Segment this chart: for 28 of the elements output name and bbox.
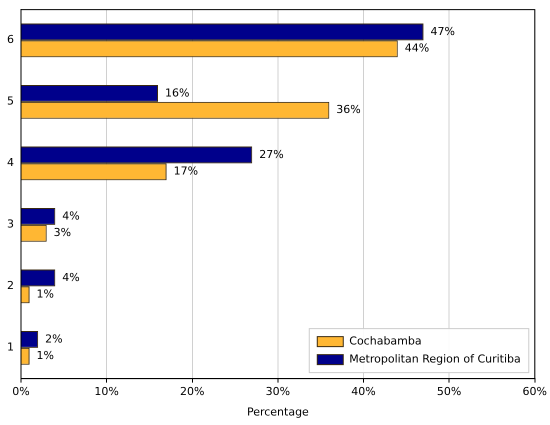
y-tick-label: 5: [7, 94, 14, 108]
y-tick-label: 6: [7, 33, 14, 46]
data-label: 1%: [36, 349, 54, 362]
data-label: 3%: [54, 226, 72, 240]
data-label: 47%: [430, 24, 455, 38]
data-label: 16%: [165, 86, 190, 100]
data-label: 44%: [404, 42, 430, 55]
data-label: 4%: [62, 209, 80, 222]
y-tick-label: 1: [7, 340, 14, 354]
x-axis-title: Percentage: [246, 405, 310, 418]
x-tick-label: 30%: [266, 385, 290, 398]
y-tick-label: 2: [7, 279, 14, 292]
data-label: 36%: [336, 103, 361, 116]
x-tick-label: 60%: [522, 385, 547, 398]
legend-label: Cochabamba: [349, 334, 422, 348]
data-label: 4%: [62, 270, 80, 284]
data-label: 2%: [45, 332, 63, 346]
data-label: 17%: [174, 164, 198, 178]
legend-label: Metropolitan Region of Curitiba: [349, 352, 521, 366]
y-tick-label: 3: [7, 218, 14, 231]
data-label: 1%: [36, 288, 54, 301]
data-label: 27%: [259, 148, 284, 161]
x-tick-label: 10%: [94, 385, 119, 398]
x-tick-label: 0%: [12, 385, 30, 398]
x-tick-label: 50%: [436, 385, 462, 398]
y-tick-label: 4: [7, 156, 14, 170]
x-tick-label: 40%: [351, 385, 376, 398]
x-tick-label: 20%: [180, 385, 204, 398]
